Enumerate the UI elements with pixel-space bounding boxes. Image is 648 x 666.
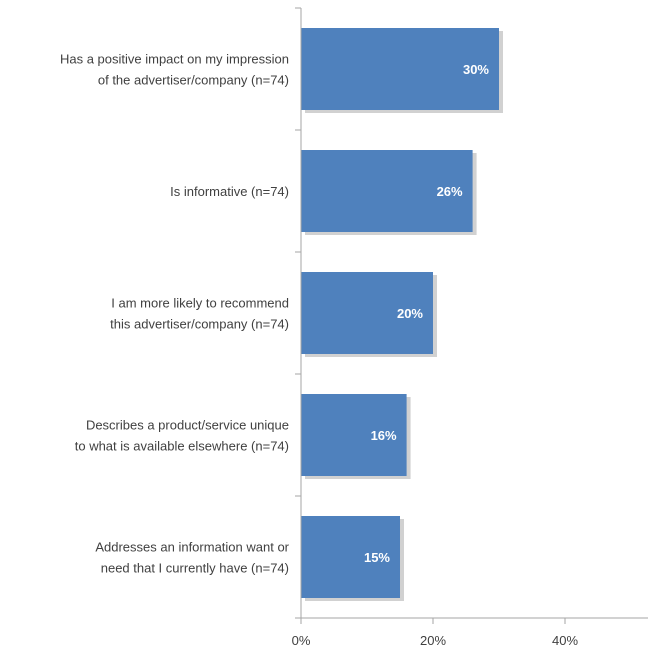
- category-label: Is informative (n=74): [170, 184, 289, 199]
- axis-layer: [295, 7, 648, 624]
- category-label: need that I currently have (n=74): [101, 561, 289, 576]
- x-tick-label: 20%: [420, 633, 446, 648]
- bar: [301, 272, 433, 354]
- category-label: to what is available elsewhere (n=74): [75, 439, 289, 454]
- category-label: Addresses an information want or: [95, 540, 289, 555]
- data-label: 15%: [364, 550, 390, 565]
- x-tick-label: 0%: [292, 633, 311, 648]
- labels-layer: 30% Has a positive impact on my impressio…: [60, 52, 578, 649]
- data-label: 26%: [437, 184, 463, 199]
- x-tick-label: 40%: [552, 633, 578, 648]
- bar: [301, 516, 400, 598]
- category-label: of the advertiser/company (n=74): [98, 73, 289, 88]
- data-label: 20%: [397, 306, 423, 321]
- category-label: Has a positive impact on my impression: [60, 52, 289, 67]
- category-label: I am more likely to recommend: [111, 296, 289, 311]
- data-label: 30%: [463, 62, 489, 77]
- bars-layer: [301, 28, 503, 601]
- bar: [301, 28, 499, 110]
- category-label: this advertiser/company (n=74): [110, 317, 289, 332]
- bar: [301, 150, 473, 232]
- data-label: 16%: [371, 428, 397, 443]
- category-label: Describes a product/service unique: [86, 418, 289, 433]
- bar: [301, 394, 407, 476]
